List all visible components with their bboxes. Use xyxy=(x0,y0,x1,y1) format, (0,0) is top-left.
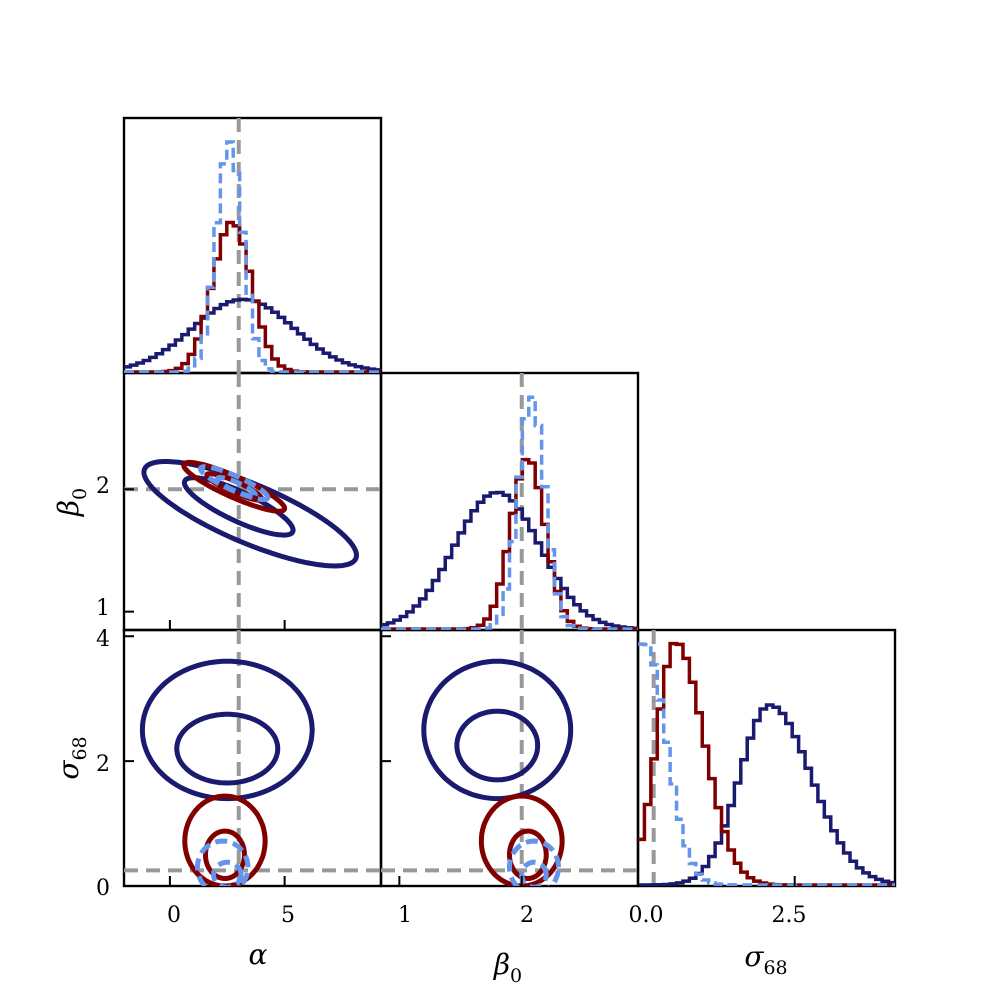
contour-beta0_sigma68-run-darkred-level1 xyxy=(478,793,565,886)
histogram-sigma68-run-lightblue xyxy=(638,642,895,886)
x-tick-label-beta0-1: 1 xyxy=(398,903,412,928)
histogram-beta0-run-navy xyxy=(381,490,638,630)
contour-beta0_sigma68-run-navy-level2 xyxy=(454,708,541,783)
y-tick-label-sigma68-0: 0 xyxy=(96,876,110,901)
contour-alpha_sigma68-run-navy-level2 xyxy=(174,711,281,786)
contour-alpha_beta0-run-navy-level2 xyxy=(181,475,296,538)
contour-alpha_beta0-run-navy-level1 xyxy=(141,459,360,569)
y-tick-label-sigma68-4: 4 xyxy=(96,627,110,652)
contour-beta0_sigma68-run-navy-level1 xyxy=(421,658,574,802)
x-tick-label-alpha-0: 0 xyxy=(167,903,181,928)
histogram-sigma68-run-navy xyxy=(638,703,895,886)
contour-alpha_sigma68-run-darkred-level2 xyxy=(203,828,248,881)
y-tick-label-beta0-2: 2 xyxy=(96,474,110,499)
contour-alpha_sigma68-run-lightblue-level2 xyxy=(211,859,244,886)
contour-beta0_sigma68-run-lightblue-level1 xyxy=(507,838,562,886)
y-tick-label-sigma68-2: 2 xyxy=(96,752,110,777)
contour-alpha_sigma68-run-navy-level1 xyxy=(139,658,315,802)
contour-alpha_beta0-run-lightblue-level2 xyxy=(215,475,258,499)
panel-alpha-hist-frame xyxy=(122,116,383,375)
x-axis-label-sigma68: σ68 xyxy=(744,940,787,979)
histogram-beta0-run-lightblue xyxy=(381,395,638,630)
x-axis-label-beta0: β0 xyxy=(493,948,522,987)
x-tick-label-sigma68-2-5: 2.5 xyxy=(772,903,807,928)
y-tick-label-beta0-1: 1 xyxy=(96,596,110,621)
panel-sigma68-vs-alpha-frame xyxy=(122,628,383,888)
x-axis-label-alpha: α xyxy=(249,938,268,971)
histogram-sigma68-run-darkred xyxy=(638,641,895,886)
x-tick-label-alpha-5: 5 xyxy=(281,903,295,928)
panel-sigma68-hist-frame xyxy=(636,628,897,888)
x-tick-label-beta0-2: 2 xyxy=(520,903,534,928)
histogram-alpha-run-lightblue xyxy=(124,140,381,373)
x-tick-label-sigma68-0: 0.0 xyxy=(629,903,664,928)
y-axis-label-beta0: β0 xyxy=(52,488,91,517)
contour-beta0_sigma68-run-lightblue-level2 xyxy=(519,859,549,886)
contour-beta0_sigma68-run-darkred-level2 xyxy=(507,828,549,881)
contour-alpha_sigma68-run-lightblue-level1 xyxy=(194,838,251,886)
y-axis-label-sigma68: σ68 xyxy=(52,736,91,779)
